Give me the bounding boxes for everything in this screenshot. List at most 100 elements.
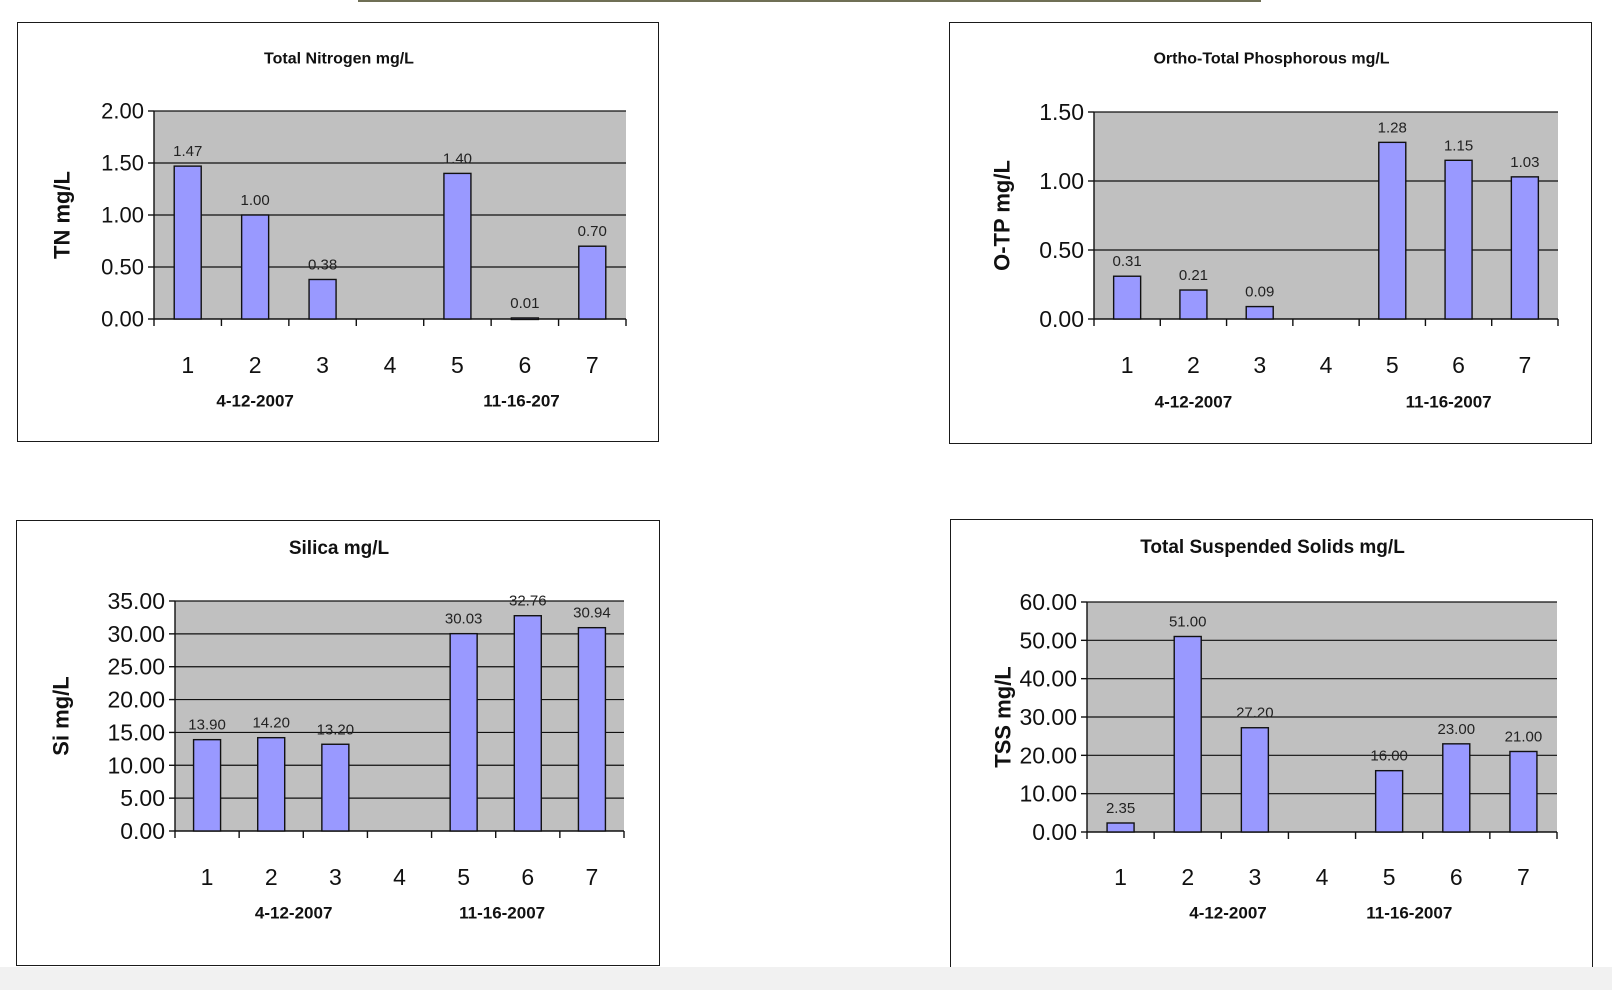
bar-3 [321, 743, 350, 832]
bar-3 [308, 278, 337, 320]
category-label-5: 5 [457, 864, 470, 890]
bar-6 [510, 317, 540, 321]
bar-1 [192, 738, 222, 832]
y-tick-label: 0.00 [120, 818, 165, 844]
plot-area [1094, 112, 1558, 319]
bar-2 [1173, 635, 1202, 833]
bar-5 [449, 632, 478, 832]
chart-panel-ortho-total-phosphorous: Ortho-Total Phosphorous mg/L 0.00 0.50 1.00… [949, 22, 1592, 444]
data-label-6: 23.00 [1438, 721, 1476, 738]
bar-1 [1112, 275, 1142, 320]
y-tick-label: 0.50 [101, 255, 144, 280]
y-tick-label: 1.50 [101, 151, 144, 176]
category-label-2: 2 [1187, 352, 1200, 378]
category-label-3: 3 [1253, 352, 1266, 378]
bar-7 [1509, 750, 1538, 833]
category-label-7: 7 [586, 352, 599, 378]
bar-5 [1378, 141, 1407, 320]
category-label-4: 4 [1320, 352, 1333, 378]
data-label-7: 21.00 [1505, 729, 1543, 746]
date-group-label: 11-16-207 [483, 392, 560, 411]
data-label-7: 30.94 [573, 605, 611, 622]
category-label-1: 1 [1121, 352, 1134, 378]
chart-silica: Silica mg/L 0.00 5.00 10.00 15.00 20.00 25.00 3… [49, 538, 625, 923]
bar-1 [173, 165, 202, 320]
bar-2 [240, 214, 270, 320]
y-axis-label: O-TP mg/L [990, 160, 1015, 271]
y-tick-label: 1.00 [101, 203, 144, 228]
chart-ortho-total-phosphorous: Ortho-Total Phosphorous mg/L 0.00 0.50 1.00… [990, 50, 1559, 412]
date-group-label: 4-12-2007 [255, 904, 333, 923]
plot-area [175, 601, 624, 831]
y-tick-label: 35.00 [107, 588, 165, 614]
data-label-6: 1.15 [1444, 137, 1473, 154]
data-label-1: 0.31 [1113, 253, 1142, 270]
y-tick-label: 0.00 [1032, 819, 1077, 845]
y-tick-label: 30.00 [1019, 704, 1077, 730]
chart-total-nitrogen: Total Nitrogen mg/L 0.00 0.50 1.00 1.50 2.00 1… [50, 50, 627, 411]
y-tick-label: 20.00 [1019, 742, 1077, 768]
y-axis-label: TN mg/L [50, 171, 75, 259]
date-group-label: 11-16-2007 [459, 904, 545, 923]
category-label-5: 5 [1383, 864, 1396, 890]
y-tick-label: 1.00 [1039, 168, 1084, 194]
bar-1 [1106, 822, 1135, 833]
data-label-2: 0.21 [1179, 267, 1208, 284]
category-label-4: 4 [393, 864, 406, 890]
chart-title: Total Nitrogen mg/L [264, 50, 414, 67]
data-label-7: 1.03 [1510, 154, 1539, 171]
bar-2 [257, 736, 286, 832]
y-tick-label: 0.00 [1039, 306, 1084, 332]
data-label-6: 0.01 [510, 295, 539, 312]
bar-2 [1179, 289, 1208, 320]
y-tick-label: 60.00 [1019, 589, 1077, 615]
data-label-5: 1.40 [443, 150, 472, 167]
date-group-label: 11-16-2007 [1366, 904, 1452, 923]
chart-total-suspended-solids: Total Suspended Solids mg/L 0.00 10.00 20.0… [991, 537, 1558, 923]
bar-6 [1444, 159, 1473, 320]
y-tick-label: 10.00 [1019, 781, 1077, 807]
category-label-3: 3 [1248, 864, 1261, 890]
bar-5 [443, 172, 472, 320]
y-axis-label: Si mg/L [49, 676, 74, 755]
bar-3 [1245, 305, 1274, 320]
bar-5 [1374, 769, 1404, 833]
chart-panel-total-suspended-solids: Total Suspended Solids mg/L 0.00 10.00 20.0… [950, 519, 1593, 969]
page-bottom-band [0, 967, 1612, 990]
category-label-4: 4 [384, 352, 397, 378]
category-label-2: 2 [265, 864, 278, 890]
bar-6 [513, 615, 542, 832]
bar-7 [1510, 176, 1540, 320]
bar-7 [578, 245, 607, 320]
category-label-5: 5 [451, 352, 464, 378]
page-top-rule [358, 0, 1261, 2]
category-label-2: 2 [1181, 864, 1194, 890]
y-tick-label: 5.00 [120, 785, 165, 811]
y-tick-label: 25.00 [107, 654, 165, 680]
date-group-label: 4-12-2007 [216, 392, 294, 411]
bar-7 [577, 626, 607, 832]
data-label-3: 0.09 [1245, 284, 1274, 301]
category-label-1: 1 [1114, 864, 1127, 890]
category-label-6: 6 [518, 352, 531, 378]
y-tick-label: 0.50 [1039, 237, 1084, 263]
category-label-7: 7 [1518, 352, 1531, 378]
chart-title: Ortho-Total Phosphorous mg/L [1153, 50, 1389, 67]
data-label-3: 13.20 [317, 721, 355, 738]
category-label-5: 5 [1386, 352, 1399, 378]
category-label-7: 7 [1517, 864, 1530, 890]
data-label-1: 13.90 [188, 717, 226, 734]
y-tick-label: 20.00 [107, 687, 165, 713]
date-group-label: 4-12-2007 [1155, 393, 1233, 412]
category-label-1: 1 [201, 864, 214, 890]
y-tick-label: 2.00 [101, 99, 144, 124]
data-label-1: 1.47 [173, 143, 202, 160]
y-tick-label: 0.00 [101, 307, 144, 332]
y-tick-label: 15.00 [107, 719, 165, 745]
y-tick-label: 10.00 [107, 752, 165, 778]
data-label-5: 1.28 [1378, 119, 1407, 136]
data-label-1: 2.35 [1106, 800, 1135, 817]
data-label-2: 1.00 [241, 192, 270, 209]
chart-panel-total-nitrogen: Total Nitrogen mg/L 0.00 0.50 1.00 1.50 2.00 1… [17, 22, 659, 442]
category-label-2: 2 [249, 352, 262, 378]
